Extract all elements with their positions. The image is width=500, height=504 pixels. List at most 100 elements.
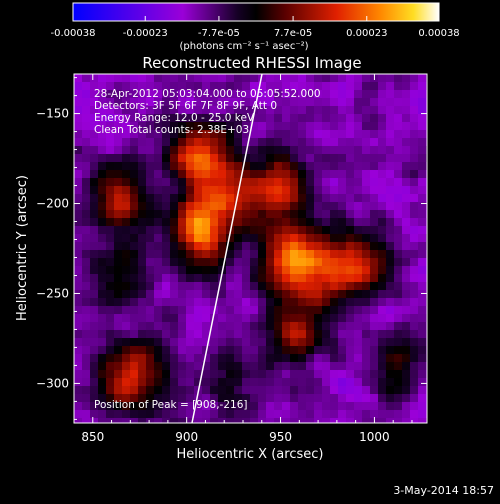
heatmap-cell — [226, 274, 235, 283]
heatmap-cell — [186, 98, 195, 107]
heatmap-cell — [306, 74, 315, 83]
heatmap-cell — [218, 170, 227, 179]
heatmap-cell — [282, 186, 291, 195]
heatmap-cell — [250, 114, 259, 123]
heatmap-cell — [162, 162, 171, 171]
heatmap-cell — [170, 210, 179, 219]
heatmap-cell — [410, 338, 419, 347]
heatmap-cell — [122, 282, 131, 291]
heatmap-cell — [226, 314, 235, 323]
heatmap-cell — [274, 106, 283, 115]
heatmap-cell — [234, 322, 243, 331]
heatmap-cell — [410, 130, 419, 139]
heatmap-cell — [274, 162, 283, 171]
heatmap-cell — [370, 282, 379, 291]
heatmap-cell — [370, 122, 379, 131]
heatmap-cell — [354, 370, 363, 379]
heatmap-cell — [90, 306, 99, 315]
heatmap-cell — [282, 394, 291, 403]
heatmap-cell — [370, 370, 379, 379]
heatmap-cell — [290, 218, 299, 227]
heatmap-cell — [250, 178, 259, 187]
heatmap-cell — [194, 378, 203, 387]
heatmap-cell — [322, 242, 331, 251]
heatmap-cell — [354, 298, 363, 307]
heatmap-cell — [234, 234, 243, 243]
heatmap-cell — [394, 266, 403, 275]
heatmap-cell — [218, 242, 227, 251]
heatmap-cell — [154, 186, 163, 195]
heatmap-cell — [162, 226, 171, 235]
heatmap-cell — [186, 378, 195, 387]
heatmap-cell — [226, 330, 235, 339]
heatmap-cell — [354, 266, 363, 275]
heatmap-cell — [274, 90, 283, 99]
heatmap-cell — [146, 242, 155, 251]
heatmap-cell — [298, 298, 307, 307]
heatmap-cell — [122, 330, 131, 339]
heatmap-cell — [226, 106, 235, 115]
heatmap-cell — [306, 130, 315, 139]
heatmap-cell — [394, 346, 403, 355]
heatmap-cell — [346, 370, 355, 379]
heatmap-cell — [74, 282, 83, 291]
heatmap-cell — [386, 394, 395, 403]
heatmap-cell — [82, 370, 91, 379]
heatmap-cell — [226, 378, 235, 387]
heatmap-cell — [234, 210, 243, 219]
heatmap-cell — [90, 362, 99, 371]
heatmap-cell — [242, 418, 251, 423]
heatmap-cell — [202, 122, 211, 131]
heatmap-cell — [402, 130, 411, 139]
heatmap-cell — [266, 178, 275, 187]
heatmap-cell — [386, 370, 395, 379]
heatmap-cell — [186, 122, 195, 131]
heatmap-cell — [210, 154, 219, 163]
heatmap-cell — [218, 346, 227, 355]
heatmap-cell — [282, 370, 291, 379]
heatmap-cell — [410, 410, 419, 419]
heatmap-cell — [250, 82, 259, 91]
heatmap-cell — [274, 202, 283, 211]
heatmap-cell — [98, 122, 107, 131]
heatmap-cell — [186, 282, 195, 291]
heatmap-cell — [234, 410, 243, 419]
heatmap-cell — [162, 170, 171, 179]
heatmap-cell — [98, 394, 107, 403]
heatmap-cell — [378, 306, 387, 315]
heatmap-cell — [90, 130, 99, 139]
heatmap-cell — [314, 90, 323, 99]
heatmap-cell — [106, 394, 115, 403]
heatmap-cell — [346, 354, 355, 363]
heatmap-cell — [122, 90, 131, 99]
heatmap-cell — [154, 362, 163, 371]
heatmap-cell — [258, 178, 267, 187]
heatmap-cell — [138, 74, 147, 83]
heatmap-cell — [98, 306, 107, 315]
colorbar-tick-label: 0.00038 — [418, 28, 459, 39]
heatmap-cell — [98, 250, 107, 259]
heatmap-cell — [402, 338, 411, 347]
heatmap-cell — [202, 378, 211, 387]
heatmap-cell — [298, 170, 307, 179]
heatmap-cell — [122, 362, 131, 371]
heatmap-cell — [274, 410, 283, 419]
heatmap-cell — [194, 122, 203, 131]
heatmap-cell — [202, 202, 211, 211]
heatmap-cell — [394, 218, 403, 227]
heatmap-cell — [354, 410, 363, 419]
heatmap-cell — [314, 82, 323, 91]
heatmap-cell — [106, 202, 115, 211]
heatmap-cell — [306, 210, 315, 219]
heatmap-cell — [202, 394, 211, 403]
heatmap-cell — [314, 338, 323, 347]
heatmap-cell — [410, 170, 419, 179]
heatmap-cell — [410, 242, 419, 251]
heatmap-cell — [322, 362, 331, 371]
heatmap-cell — [130, 354, 139, 363]
heatmap-cell — [114, 306, 123, 315]
heatmap-cell — [274, 322, 283, 331]
heatmap-cell — [106, 306, 115, 315]
heatmap-cell — [138, 90, 147, 99]
heatmap-cell — [178, 178, 187, 187]
